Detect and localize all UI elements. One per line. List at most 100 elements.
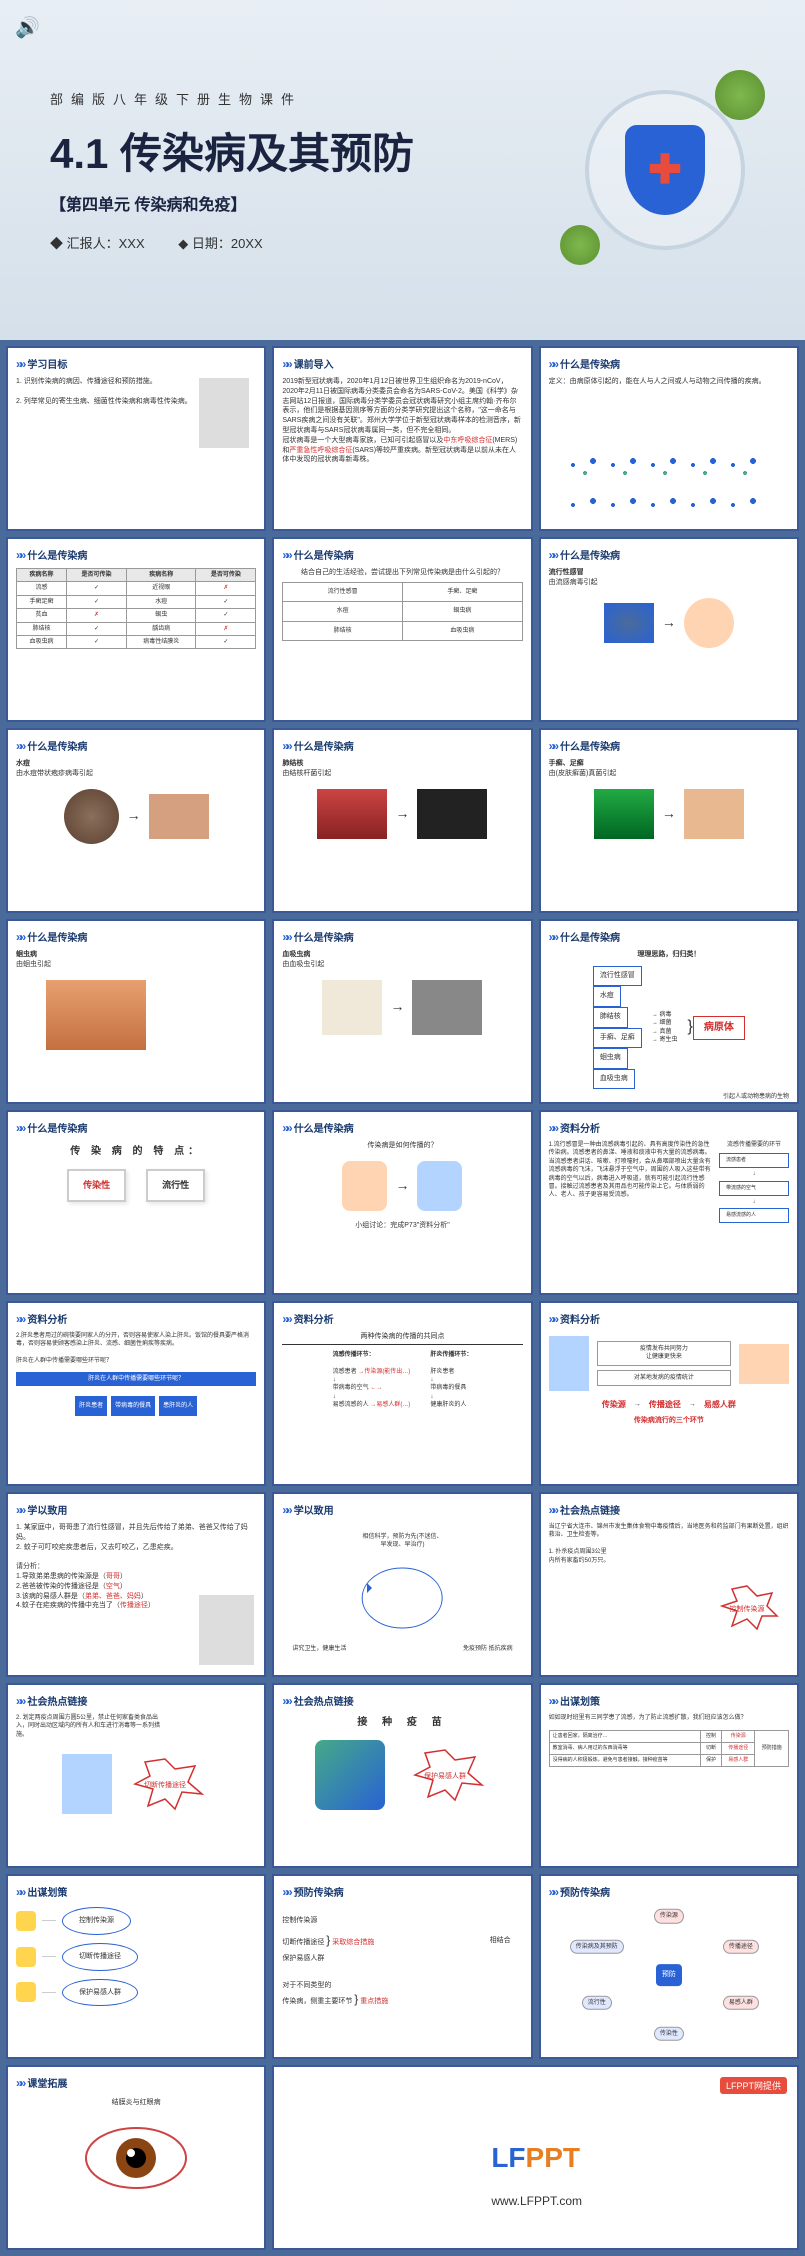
brand-logo: LFPPT xyxy=(491,2142,580,2174)
slide-body: 接 种 疫 苗保护易感人群 xyxy=(282,1716,522,1810)
sun-icon xyxy=(16,1911,36,1931)
slide-body: 控制传染源切断传播途径 } 采取综合措施保护易感人群对于不同类型的传染病，侧重主… xyxy=(282,1914,522,2008)
slide-title: 什么是传染病 xyxy=(294,738,354,753)
disease-table: 疾病名称是否可传染疾病名称是否可传染流感✓近视眼✗手癣足癣✓水痘✓贫血✗蛔虫✓肺… xyxy=(16,568,256,649)
slide-title: 资料分析 xyxy=(560,1120,600,1135)
virus-icon xyxy=(715,70,765,120)
slide-thumbnail[interactable]: »»什么是传染病流行性感冒由流感病毒引起→ xyxy=(539,537,799,722)
slide-thumbnail[interactable]: »»出谋划策如如现时班里有三同学患了流感，为了防止流感扩散，我们班应该怎么做？让… xyxy=(539,1683,799,1868)
slide-title: 什么是传染病 xyxy=(294,1120,354,1135)
slide-thumbnail[interactable]: »»课前导入2019新型冠状病毒，2020年1月12日被世界卫生组织命名为201… xyxy=(272,346,532,531)
virus-icon xyxy=(560,225,600,265)
slide-thumbnail[interactable]: »»什么是传染病血吸虫病由血吸虫引起→ xyxy=(272,919,532,1104)
slide-body: 理理思路，归归类！流行性感冒水痘肺结核手癣、足癣蛔虫病血吸虫病→ 病毒→ 细菌→… xyxy=(549,950,789,1102)
slide-body: 结合自己的生活经验，尝试提出下列常见传染病是由什么引起的？流行性感冒手癣、足癣水… xyxy=(282,568,522,641)
slide-title: 出谋划策 xyxy=(27,1884,67,1899)
slide-thumbnail[interactable]: »»社会热点链接2. 划定两疫点周围方圆5公里，禁止任何家畜类食品出入，同时出动… xyxy=(6,1683,266,1868)
svg-text:控制传染源: 控制传染源 xyxy=(730,1604,765,1613)
slide-thumbnail[interactable]: »»资料分析2.肝炎患者用过的碗筷要同家人的分开，否则容易使家人染上肝炎。饭馆的… xyxy=(6,1301,266,1486)
slide-title: 学以致用 xyxy=(294,1502,334,1517)
slide-thumbnail[interactable]: »»什么是传染病定义：由病原体引起的，能在人与人之间或人与动物之间传播的疾病。 xyxy=(539,346,799,531)
slide-title: 学习目标 xyxy=(27,356,67,371)
slide-body: 血吸虫病由血吸虫引起→ xyxy=(282,950,522,1035)
slide-title: 什么是传染病 xyxy=(560,356,620,371)
svg-text:保护易感人群: 保护易感人群 xyxy=(424,1771,466,1780)
hero-slide: 🔊 部编版八年级下册生物课件 4.1 传染病及其预防 【第四单元 传染病和免疫】… xyxy=(0,0,805,340)
shield-graphic: ✚ xyxy=(575,80,755,260)
slide-thumbnail[interactable]: »»什么是传染病结合自己的生活经验，尝试提出下列常见传染病是由什么引起的？流行性… xyxy=(272,537,532,722)
slide-title: 出谋划策 xyxy=(560,1693,600,1708)
slide-title: 社会热点链接 xyxy=(294,1693,354,1708)
slide-thumbnail[interactable]: »»学习目标1. 识别传染病的病因、传播途径和预防措施。2. 列举常见的寄生虫病… xyxy=(6,346,266,531)
slide-body: 2.肝炎患者用过的碗筷要同家人的分开，否则容易使家人染上肝炎。饭馆的餐具要严格消… xyxy=(16,1332,256,1416)
slide-title: 什么是传染病 xyxy=(27,738,87,753)
slide-body: 1.流行感冒是一种由流感病毒引起的、具有高度传染性的急性传染病。流感患者的鼻涕、… xyxy=(549,1141,789,1225)
slide-thumbnail[interactable]: »»课堂拓展结膜炎与红眼病 xyxy=(6,2065,266,2250)
slide-title: 什么是传染病 xyxy=(27,547,87,562)
hero-content: 部编版八年级下册生物课件 4.1 传染病及其预防 【第四单元 传染病和免疫】 ◆… xyxy=(50,89,575,252)
slide-title: 学以致用 xyxy=(27,1502,67,1517)
sun-icon xyxy=(16,1982,36,2002)
slide-title: 什么是传染病 xyxy=(294,547,354,562)
slide-thumbnail[interactable]: »»出谋划策——控制传染源——切断传播途径——保护易感人群 xyxy=(6,1874,266,2059)
provider-tag: LFPPT网提供 xyxy=(720,2077,787,2094)
slide-thumbnail[interactable]: »»资料分析两种传染病的传播的共同点流感传播环节：流感患者 →传染源(能传出…)… xyxy=(272,1301,532,1486)
slide-title: 什么是传染病 xyxy=(560,738,620,753)
hero-unit: 【第四单元 传染病和免疫】 xyxy=(50,191,575,215)
slide-thumbnail[interactable]: »»学以致用相信科学，预防为先(不迷信、早发现、早治疗)讲究卫生，健康生活免疫预… xyxy=(272,1492,532,1677)
audio-icon: 🔊 xyxy=(15,15,40,40)
slide-thumbnail[interactable]: »»资料分析疫情发布共同努力让健康更快来对某地发病的疫情统计传染源→传播途径→易… xyxy=(539,1301,799,1486)
slide-thumbnail[interactable]: »»学以致用1. 某家庭中，哥哥患了流行性感冒，并且先后传给了弟弟、爸爸又传给了… xyxy=(6,1492,266,1677)
slide-body: 手癣、足癣由(皮肤癣菌)真菌引起→ xyxy=(549,759,789,839)
particles-bg xyxy=(561,449,761,509)
slide-body: 定义：由病原体引起的，能在人与人之间或人与动物之间传播的疾病。 xyxy=(549,377,789,387)
slide-body: 两种传染病的传播的共同点流感传播环节：流感患者 →传染源(能传出…)↓带病毒的空… xyxy=(282,1332,522,1410)
slide-title: 什么是传染病 xyxy=(27,1120,87,1135)
slide-title: 什么是传染病 xyxy=(294,929,354,944)
slide-title: 预防传染病 xyxy=(294,1884,344,1899)
slide-body: 传染病是如何传播的？→小组讨论：完成P73"资料分析" xyxy=(282,1141,522,1231)
slide-thumbnail[interactable]: »»什么是传染病传 染 病 的 特 点：传染性流行性 xyxy=(6,1110,266,1295)
slide-title: 什么是传染病 xyxy=(560,929,620,944)
slide-body: 蛔虫病由蛔虫引起 xyxy=(16,950,256,1050)
slide-thumbnail[interactable]: »»什么是传染病手癣、足癣由(皮肤癣菌)真菌引起→ xyxy=(539,728,799,913)
slide-thumbnail[interactable]: »»社会热点链接当辽宁省大连市、锦州市发生集体食物中毒疫情后，当地医务和药监部门… xyxy=(539,1492,799,1677)
slide-body: 水痘由水痘带状疱疹病毒引起→ xyxy=(16,759,256,844)
slide-thumbnail[interactable]: »»预防传染病控制传染源切断传播途径 } 采取综合措施保护易感人群对于不同类型的… xyxy=(272,1874,532,2059)
slide-thumbnail[interactable]: »»什么是传染病蛔虫病由蛔虫引起 xyxy=(6,919,266,1104)
slide-body: 1. 识别传染病的病因、传播途径和预防措施。2. 列举常见的寄生虫病、细菌性传染… xyxy=(16,377,256,406)
slide-body: 传 染 病 的 特 点：传染性流行性 xyxy=(16,1145,256,1202)
brand-url: www.LFPPT.com xyxy=(491,2194,582,2208)
nurse-illustration xyxy=(199,1595,254,1665)
presenter: ◆ 汇报人：XXX xyxy=(50,236,145,251)
slide-body: 预防传染源传播途径易感人群传染性流行性传染病及其预防 xyxy=(549,1905,789,2045)
doctor-illustration xyxy=(199,378,249,448)
slide-title: 资料分析 xyxy=(27,1311,67,1326)
slide-thumbnail[interactable]: »»什么是传染病疾病名称是否可传染疾病名称是否可传染流感✓近视眼✗手癣足癣✓水痘… xyxy=(6,537,266,722)
sun-icon xyxy=(16,1947,36,1967)
slide-title: 什么是传染病 xyxy=(560,547,620,562)
slide-body: 相信科学，预防为先(不迷信、早发现、早治疗)讲究卫生，健康生活免疫预防 抵抗疾病 xyxy=(282,1523,522,1673)
slide-title: 资料分析 xyxy=(294,1311,334,1326)
svg-text:切断传播途径: 切断传播途径 xyxy=(144,1780,186,1789)
slide-body: 疾病名称是否可传染疾病名称是否可传染流感✓近视眼✗手癣足癣✓水痘✓贫血✗蛔虫✓肺… xyxy=(16,568,256,649)
slide-body: 如如现时班里有三同学患了流感，为了防止流感扩散，我们班应该怎么做？让患者回家，隔… xyxy=(549,1714,789,1767)
slide-body: 2. 划定两疫点周围方圆5公里，禁止任何家畜类食品出入，同时出动区域内的所有人和… xyxy=(16,1714,256,1814)
slide-thumbnail[interactable]: »»什么是传染病传染病是如何传播的？→小组讨论：完成P73"资料分析" xyxy=(272,1110,532,1295)
hero-subtitle: 部编版八年级下册生物课件 xyxy=(50,89,575,108)
slide-title: 资料分析 xyxy=(560,1311,600,1326)
cross-icon: ✚ xyxy=(648,147,682,193)
slide-body: 1. 某家庭中，哥哥患了流行性感冒，并且先后传给了弟弟、爸爸又传给了妈妈。2. … xyxy=(16,1523,256,1611)
slide-thumbnail[interactable]: »»预防传染病预防传染源传播途径易感人群传染性流行性传染病及其预防 xyxy=(539,1874,799,2059)
slide-thumbnail[interactable]: »»什么是传染病理理思路，归归类！流行性感冒水痘肺结核手癣、足癣蛔虫病血吸虫病→… xyxy=(539,919,799,1104)
slide-body: 2019新型冠状病毒，2020年1月12日被世界卫生组织命名为2019-nCoV… xyxy=(282,377,522,465)
slide-title: 预防传染病 xyxy=(560,1884,610,1899)
footer-slide: LFPPT网提供 LFPPT www.LFPPT.com xyxy=(272,2065,799,2250)
slide-thumbnail[interactable]: »»资料分析1.流行感冒是一种由流感病毒引起的、具有高度传染性的急性传染病。流感… xyxy=(539,1110,799,1295)
slide-thumbnail[interactable]: »»什么是传染病水痘由水痘带状疱疹病毒引起→ xyxy=(6,728,266,913)
slide-thumbnail[interactable]: »»什么是传染病肺结核由结核杆菌引起→ xyxy=(272,728,532,913)
slide-thumbnail[interactable]: »»社会热点链接接 种 疫 苗保护易感人群 xyxy=(272,1683,532,1868)
slide-body: 肺结核由结核杆菌引起→ xyxy=(282,759,522,839)
slide-title: 社会热点链接 xyxy=(560,1502,620,1517)
slide-title: 社会热点链接 xyxy=(27,1693,87,1708)
